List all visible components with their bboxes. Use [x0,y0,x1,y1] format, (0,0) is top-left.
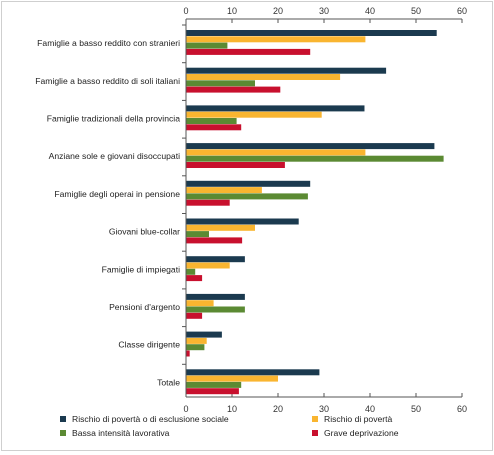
bar [186,199,230,206]
legend-label: Rischio di povertà o di esclusione socia… [72,414,229,424]
bottom-x-tick-label: 10 [227,404,237,414]
category-label: Famiglie degli operai in pensione [54,189,180,199]
bar [186,268,196,275]
bar [186,231,209,238]
bar [186,350,190,357]
bar [186,337,207,344]
bar [186,218,299,225]
legend-label: Bassa intensità lavorativa [72,428,170,438]
bottom-x-tick-label: 60 [457,404,467,414]
legend-swatch [60,416,66,422]
category-label: Classe dirigente [118,340,180,350]
bar [186,375,278,382]
bar [186,180,311,187]
bar [186,143,435,150]
category-label: Pensioni d'argento [109,302,180,312]
bar [186,124,242,131]
bar [186,80,255,87]
bar [186,381,242,388]
bar [186,224,255,231]
bottom-x-tick-label: 20 [273,404,283,414]
bar [186,74,341,80]
bottom-x-tick-label: 40 [365,404,375,414]
legend-swatch [312,430,318,436]
bar [186,306,245,313]
bar [186,30,437,36]
bar [186,256,245,263]
top-x-tick-label: 30 [319,6,329,16]
bar [186,275,203,282]
bar [186,331,222,338]
category-label: Anziane sole e giovani disoccupati [49,151,180,161]
top-x-tick-label: 50 [411,6,421,16]
bar [186,344,205,351]
bar [186,388,239,395]
bar [186,111,322,118]
bar-chart: 0 10 20 30 40 50 60 0 10 20 30 40 50 60 Famiglie a bas… [35,6,467,438]
bar [186,149,366,156]
bar [186,300,214,307]
bottom-x-tick-label: 0 [183,404,188,414]
bar [186,48,311,55]
top-x-tick-label: 60 [457,6,467,16]
legend-label: Grave deprivazione [324,428,399,438]
bar [186,36,366,43]
bar [186,86,281,93]
bar [186,42,228,49]
category-label: Famiglie a basso reddito di soli italian… [35,76,180,86]
bar [186,237,243,244]
category-label: Famiglie a basso reddito con stranieri [37,38,180,48]
category-label: Famiglie tradizionali della provincia [47,114,180,124]
bottom-x-tick-label: 50 [411,404,421,414]
bar [186,155,444,162]
bar [186,118,237,124]
category-label: Giovani blue-collar [109,227,180,237]
legend-label: Rischio di povertà [324,414,393,424]
top-x-tick-label: 0 [183,6,188,16]
bar [186,369,320,376]
bar [186,162,285,168]
bar [186,67,387,74]
bottom-x-tick-label: 30 [319,404,329,414]
top-x-tick-label: 20 [273,6,283,16]
bar [186,105,365,112]
category-label: Totale [157,377,180,387]
bar [186,262,230,269]
category-label: Famiglie di impiegati [102,264,180,274]
bar [186,193,308,200]
legend-swatch [60,430,66,436]
top-x-tick-label: 10 [227,6,237,16]
top-x-tick-label: 40 [365,6,375,16]
bar [186,187,262,194]
legend-swatch [312,416,318,422]
bar [186,293,245,300]
bar [186,312,203,319]
